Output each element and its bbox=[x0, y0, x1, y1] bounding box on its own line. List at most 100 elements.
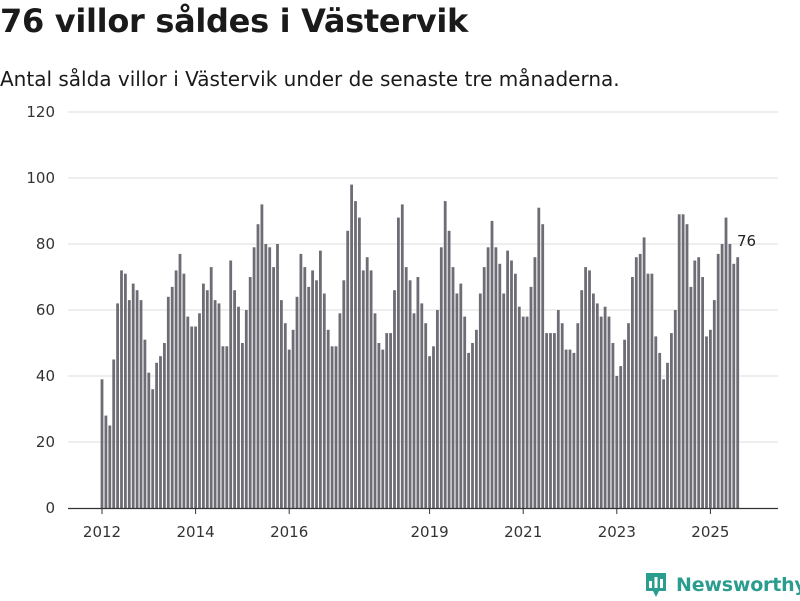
x-tick-label: 2021 bbox=[504, 523, 542, 541]
brand-name: Newsworthy bbox=[676, 574, 800, 596]
bar bbox=[603, 306, 607, 508]
bar bbox=[155, 362, 159, 508]
bar bbox=[552, 333, 556, 508]
bar bbox=[143, 339, 147, 508]
bar bbox=[404, 267, 408, 508]
bar bbox=[471, 343, 474, 508]
chart-subtitle: Antal sålda villor i Västervik under de … bbox=[0, 67, 620, 91]
bar bbox=[611, 343, 615, 508]
bar bbox=[572, 352, 576, 508]
bar bbox=[564, 349, 568, 508]
y-tick-label: 100 bbox=[26, 169, 55, 187]
bar bbox=[268, 247, 272, 509]
bar bbox=[377, 343, 381, 508]
bar bbox=[732, 263, 736, 508]
y-tick-label: 0 bbox=[45, 499, 55, 517]
bar bbox=[595, 303, 599, 508]
bar bbox=[669, 333, 673, 508]
bar bbox=[326, 329, 330, 508]
bar bbox=[513, 273, 517, 508]
x-tick-label: 2025 bbox=[691, 523, 729, 541]
bar bbox=[346, 230, 350, 509]
bar bbox=[213, 300, 217, 508]
bar bbox=[420, 303, 424, 508]
bar bbox=[357, 217, 361, 508]
bar bbox=[338, 313, 342, 508]
bar bbox=[217, 303, 221, 508]
bar bbox=[120, 270, 123, 508]
bar bbox=[708, 329, 712, 508]
bar bbox=[248, 277, 252, 508]
bar bbox=[486, 247, 490, 509]
bar bbox=[244, 310, 248, 508]
bar bbox=[182, 273, 186, 508]
bar bbox=[100, 379, 104, 508]
bar bbox=[287, 349, 291, 508]
bar bbox=[580, 290, 584, 508]
bar bbox=[123, 273, 127, 508]
bar bbox=[478, 293, 482, 508]
bar bbox=[252, 247, 256, 509]
bar bbox=[256, 224, 260, 508]
bar bbox=[225, 346, 229, 508]
bar bbox=[166, 296, 170, 508]
bar bbox=[658, 352, 662, 508]
bar bbox=[689, 286, 693, 508]
bar bbox=[712, 300, 716, 508]
bar bbox=[432, 346, 435, 508]
bar bbox=[162, 343, 166, 508]
bar bbox=[412, 313, 416, 508]
bar bbox=[463, 316, 467, 508]
bar bbox=[630, 277, 634, 508]
bar bbox=[545, 333, 549, 508]
bar bbox=[389, 333, 393, 508]
bar bbox=[451, 267, 455, 508]
bar bbox=[318, 250, 322, 508]
bar bbox=[716, 253, 720, 508]
bar bbox=[654, 336, 658, 508]
bar bbox=[677, 214, 681, 509]
bar bbox=[646, 273, 650, 508]
bar bbox=[408, 280, 412, 508]
bar bbox=[322, 293, 326, 508]
bar bbox=[662, 379, 666, 508]
bar bbox=[330, 346, 334, 508]
bar bbox=[591, 293, 595, 508]
bar bbox=[736, 257, 740, 508]
bar bbox=[588, 270, 591, 508]
bar bbox=[186, 316, 190, 508]
bar bbox=[365, 257, 369, 508]
bar bbox=[443, 201, 447, 508]
bar bbox=[205, 290, 209, 508]
bar bbox=[381, 349, 385, 508]
brand-logo[interactable]: Newsworthy bbox=[644, 569, 800, 601]
x-tick-label: 2012 bbox=[83, 523, 121, 541]
bar bbox=[342, 280, 346, 508]
bar bbox=[416, 277, 420, 508]
x-tick-label: 2014 bbox=[177, 523, 215, 541]
bar bbox=[151, 389, 155, 508]
bar bbox=[159, 356, 162, 508]
bar bbox=[517, 306, 521, 508]
newsworthy-logo-icon bbox=[646, 573, 666, 597]
bar bbox=[576, 323, 580, 508]
bar bbox=[174, 270, 178, 508]
bar bbox=[393, 290, 396, 508]
y-tick-label: 60 bbox=[36, 301, 55, 319]
bar bbox=[510, 260, 513, 508]
bar bbox=[139, 300, 143, 508]
bar bbox=[276, 244, 279, 508]
y-tick-label: 80 bbox=[36, 235, 55, 253]
bar bbox=[190, 326, 194, 508]
bar bbox=[556, 310, 560, 508]
bar bbox=[705, 336, 708, 508]
bar bbox=[108, 425, 112, 508]
x-tick-label: 2023 bbox=[598, 523, 636, 541]
bar bbox=[260, 204, 264, 508]
bar bbox=[428, 356, 432, 508]
bar bbox=[568, 349, 572, 508]
bar bbox=[272, 267, 276, 508]
bar bbox=[264, 244, 268, 508]
bar bbox=[529, 286, 533, 508]
bar bbox=[135, 290, 139, 508]
